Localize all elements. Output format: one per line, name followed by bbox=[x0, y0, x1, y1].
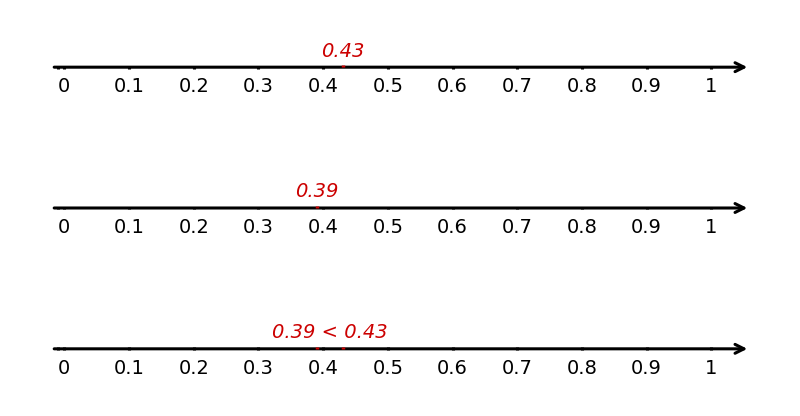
Text: 0.7: 0.7 bbox=[502, 218, 533, 237]
Text: 0.6: 0.6 bbox=[437, 77, 468, 96]
Text: 0.3: 0.3 bbox=[243, 77, 274, 96]
Text: 0: 0 bbox=[58, 359, 70, 378]
Text: 0.7: 0.7 bbox=[502, 359, 533, 378]
Text: 0.7: 0.7 bbox=[502, 77, 533, 96]
Text: 0.1: 0.1 bbox=[114, 77, 145, 96]
Text: 1: 1 bbox=[705, 77, 718, 96]
Text: 0.4: 0.4 bbox=[308, 77, 338, 96]
Text: 0.4: 0.4 bbox=[308, 218, 338, 237]
Text: 0.43: 0.43 bbox=[321, 42, 364, 60]
Text: 0.39 < 0.43: 0.39 < 0.43 bbox=[272, 323, 387, 342]
Text: 0.9: 0.9 bbox=[631, 77, 662, 96]
Text: 0.6: 0.6 bbox=[437, 359, 468, 378]
Text: 0.2: 0.2 bbox=[178, 218, 209, 237]
Text: 1: 1 bbox=[705, 359, 718, 378]
Text: 0.9: 0.9 bbox=[631, 359, 662, 378]
Text: 0.8: 0.8 bbox=[566, 77, 598, 96]
Text: 0.39: 0.39 bbox=[295, 182, 338, 201]
Text: 0: 0 bbox=[58, 77, 70, 96]
Text: 0: 0 bbox=[58, 218, 70, 237]
Text: 0.2: 0.2 bbox=[178, 359, 209, 378]
Text: 0.3: 0.3 bbox=[243, 359, 274, 378]
Text: 0.5: 0.5 bbox=[372, 359, 403, 378]
Text: 0.6: 0.6 bbox=[437, 218, 468, 237]
Text: 0.5: 0.5 bbox=[372, 77, 403, 96]
Text: 0.2: 0.2 bbox=[178, 77, 209, 96]
Text: 0.4: 0.4 bbox=[308, 359, 338, 378]
Text: 0.9: 0.9 bbox=[631, 218, 662, 237]
Text: 0.3: 0.3 bbox=[243, 218, 274, 237]
Text: 0.5: 0.5 bbox=[372, 218, 403, 237]
Text: 0.8: 0.8 bbox=[566, 359, 598, 378]
Text: 1: 1 bbox=[705, 218, 718, 237]
Text: 0.8: 0.8 bbox=[566, 218, 598, 237]
Text: 0.1: 0.1 bbox=[114, 359, 145, 378]
Text: 0.1: 0.1 bbox=[114, 218, 145, 237]
